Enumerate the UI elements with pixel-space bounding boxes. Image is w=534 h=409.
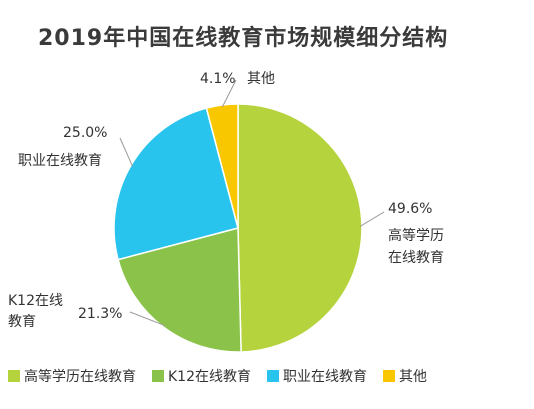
slice-label-other: 其他 [247, 71, 275, 87]
legend-item-k12: K12在线教育 [152, 366, 251, 386]
value-label-other: 4.1% [200, 71, 236, 87]
value-label-k12: 21.3% [78, 306, 122, 322]
legend-label: K12在线教育 [168, 369, 251, 385]
value-label-vocational: 25.0% [63, 125, 107, 141]
legend-swatch [383, 370, 395, 382]
slice-label-k12-line2: 教育 [8, 314, 36, 330]
pie-slice-vocational [113, 107, 239, 261]
legend-swatch [267, 370, 279, 382]
pie-slice-k12 [117, 227, 242, 353]
chart-title: 2019年中国在线教育市场规模细分结构 [38, 26, 449, 51]
slice-label-higher-education-line2: 在线教育 [388, 250, 444, 266]
legend-label: 高等学历在线教育 [24, 369, 136, 385]
legend-swatch [8, 370, 20, 382]
value-label-higher-education: 49.6% [388, 201, 432, 217]
slice-label-higher-education-line1: 高等学历 [388, 227, 444, 244]
leader-line-vocational [119, 137, 134, 167]
legend-swatch [152, 370, 164, 382]
legend: 高等学历在线教育 K12在线教育 职业在线教育 其他 [8, 366, 443, 386]
slice-label-vocational: 职业在线教育 [18, 153, 102, 169]
legend-item-vocational: 职业在线教育 [267, 366, 367, 386]
leader-line-k12 [129, 311, 165, 327]
legend-item-other: 其他 [383, 366, 427, 386]
leader-line-higher-education [359, 211, 385, 227]
legend-label: 职业在线教育 [283, 369, 367, 385]
legend-label: 其他 [399, 369, 427, 385]
slice-label-k12-line1: K12在线 [8, 293, 63, 309]
leader-line-other [221, 79, 237, 108]
pie-slice-higher-education [237, 103, 363, 353]
pie-slice-other [205, 103, 239, 229]
legend-item-higher-education: 高等学历在线教育 [8, 366, 136, 386]
